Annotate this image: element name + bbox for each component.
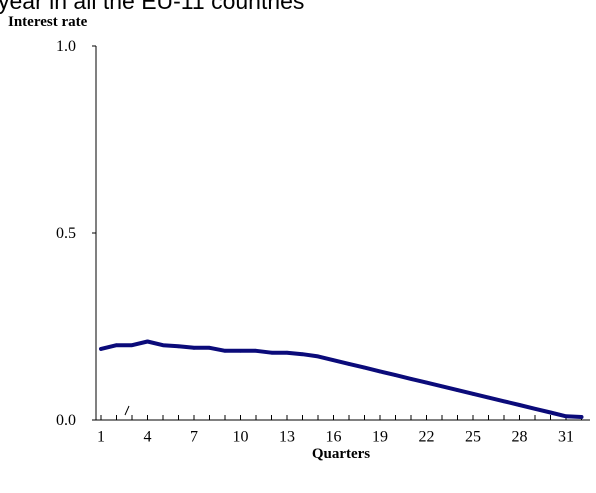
x-tick-label: 4 <box>144 428 152 445</box>
series-layer <box>99 339 584 419</box>
series-line-0 <box>99 339 584 419</box>
data-point <box>486 395 491 400</box>
data-point <box>440 384 444 389</box>
x-ticks: 1 4 7 10 13 16 19 22 25 28 31 <box>97 415 582 445</box>
data-point <box>362 365 367 370</box>
data-point <box>347 362 351 366</box>
data-point <box>409 377 413 381</box>
y-tick-label: 1.0 <box>56 38 76 55</box>
y-tick-label: 0.0 <box>56 412 76 429</box>
data-point <box>393 373 398 377</box>
x-axis-label: Quarters <box>312 446 370 462</box>
x-tick-label: 25 <box>465 428 481 445</box>
data-point <box>176 344 181 349</box>
data-point <box>285 350 289 355</box>
data-point <box>316 354 320 359</box>
data-point <box>145 339 150 344</box>
data-point <box>207 346 212 350</box>
x-tick-label: 28 <box>512 428 528 445</box>
x-tick-label: 10 <box>233 428 249 445</box>
data-point <box>378 369 382 374</box>
y-axis-label: Interest rate <box>8 14 88 30</box>
data-point <box>99 347 103 351</box>
x-tick-label: 13 <box>279 428 295 445</box>
axis-stray-mark <box>124 405 130 416</box>
data-point <box>223 349 227 353</box>
data-point <box>502 399 506 404</box>
data-point <box>471 392 475 396</box>
y-tick-label: 0.5 <box>56 225 76 242</box>
data-point <box>300 352 305 356</box>
data-point <box>579 415 584 419</box>
x-tick-label: 31 <box>558 428 574 445</box>
data-point <box>238 349 243 353</box>
x-tick-label: 1 <box>97 428 105 445</box>
data-point <box>455 388 460 392</box>
y-ticks: 0.0 0.5 1.0 <box>56 38 96 429</box>
data-point <box>533 406 537 411</box>
x-tick-label: 19 <box>372 428 388 445</box>
data-point <box>130 343 134 348</box>
data-point <box>564 414 568 419</box>
data-point <box>331 358 336 362</box>
x-tick-label: 7 <box>190 428 198 445</box>
data-point <box>192 346 196 350</box>
data-point <box>517 403 522 407</box>
data-point <box>254 349 258 353</box>
page-heading: year in all the EU-11 countries <box>0 0 304 14</box>
x-tick-label: 22 <box>419 428 435 445</box>
x-tick-label: 16 <box>326 428 342 445</box>
data-point <box>161 343 165 348</box>
data-point <box>424 380 429 385</box>
data-point <box>114 343 119 348</box>
data-point <box>548 410 553 415</box>
data-point <box>269 350 274 355</box>
